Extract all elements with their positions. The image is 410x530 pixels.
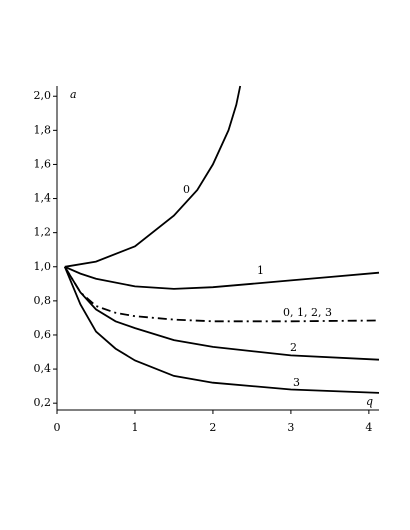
y-tick-label: 0,4 <box>34 362 52 375</box>
y-axis-label: a <box>70 88 77 101</box>
curve-label: 0 <box>183 183 190 196</box>
curve-label: 1 <box>257 264 264 277</box>
x-tick-label: 1 <box>131 421 138 434</box>
curve-label: 2 <box>290 341 297 354</box>
x-tick-label: 0 <box>54 421 61 434</box>
x-axis-label: q <box>366 395 373 408</box>
curve-label: 3 <box>293 376 300 389</box>
curve <box>64 85 242 268</box>
y-tick-label: 0,8 <box>34 294 52 307</box>
y-tick-label: 1,8 <box>34 123 52 136</box>
y-tick-label: 2,0 <box>34 89 52 102</box>
x-tick-label: 3 <box>287 421 294 434</box>
x-tick-label: 2 <box>209 421 216 434</box>
curve <box>64 266 380 361</box>
y-tick-label: 0,2 <box>34 396 52 409</box>
y-tick-label: 1,4 <box>34 192 52 205</box>
curve <box>63 266 380 394</box>
y-tick-label: 1,2 <box>34 226 52 239</box>
curve <box>64 265 380 290</box>
x-tick-label: 4 <box>365 421 372 434</box>
y-tick-label: 0,6 <box>34 328 52 341</box>
y-tick-label: 1,0 <box>34 260 52 273</box>
y-tick-label: 1,6 <box>34 157 52 170</box>
curve-label: 0, 1, 2, 3 <box>283 306 332 319</box>
